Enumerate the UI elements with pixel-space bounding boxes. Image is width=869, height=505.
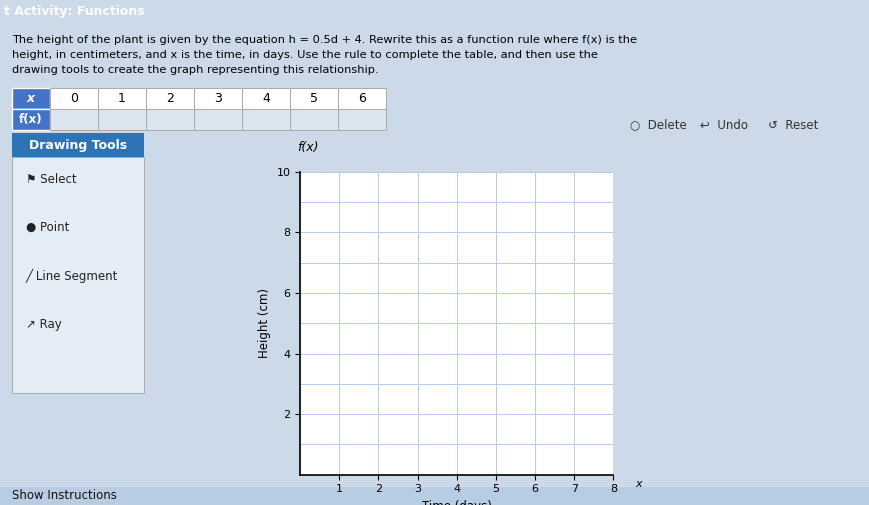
Text: x: x <box>634 479 641 489</box>
Bar <box>338 88 386 109</box>
Bar <box>242 109 289 130</box>
Text: 6: 6 <box>358 92 366 105</box>
Bar <box>12 109 50 130</box>
Bar <box>289 109 338 130</box>
Bar <box>194 88 242 109</box>
Text: 3: 3 <box>214 92 222 105</box>
Bar <box>146 109 194 130</box>
Text: drawing tools to create the graph representing this relationship.: drawing tools to create the graph repres… <box>12 65 378 75</box>
Bar <box>50 109 98 130</box>
Bar <box>98 88 146 109</box>
Text: 5: 5 <box>309 92 318 105</box>
X-axis label: Time (days): Time (days) <box>421 500 491 505</box>
Text: f(x): f(x) <box>19 113 43 126</box>
Text: height, in centimeters, and x is the time, in days. Use the rule to complete the: height, in centimeters, and x is the tim… <box>12 50 597 60</box>
Text: x: x <box>27 92 35 105</box>
Bar <box>289 88 338 109</box>
Bar <box>194 109 242 130</box>
Text: 0: 0 <box>70 92 78 105</box>
Text: f(x): f(x) <box>296 140 318 154</box>
Text: 1: 1 <box>118 92 126 105</box>
Bar <box>242 88 289 109</box>
Bar <box>146 88 194 109</box>
Text: ╱ Line Segment: ╱ Line Segment <box>26 269 118 283</box>
Text: ● Point: ● Point <box>26 221 70 234</box>
Text: ↩  Undo: ↩ Undo <box>700 119 747 132</box>
Text: The height of the plant is given by the equation h = 0.5d + 4. Rewrite this as a: The height of the plant is given by the … <box>12 35 636 45</box>
Text: 2: 2 <box>166 92 174 105</box>
Text: ⚑ Select: ⚑ Select <box>26 173 76 186</box>
Text: 4: 4 <box>262 92 269 105</box>
Y-axis label: Height (cm): Height (cm) <box>257 288 270 358</box>
Text: ↗ Ray: ↗ Ray <box>26 318 62 331</box>
Text: t Activity: Functions: t Activity: Functions <box>4 5 145 18</box>
Text: Show Instructions: Show Instructions <box>12 489 116 502</box>
Bar <box>98 109 146 130</box>
Text: ○  Delete: ○ Delete <box>629 119 686 132</box>
Text: Drawing Tools: Drawing Tools <box>29 139 127 152</box>
Bar <box>50 88 98 109</box>
Bar <box>12 88 50 109</box>
Bar <box>0 487 869 505</box>
Bar <box>338 109 386 130</box>
Bar <box>12 133 144 158</box>
Bar <box>12 158 144 393</box>
Text: ↺  Reset: ↺ Reset <box>767 119 818 132</box>
